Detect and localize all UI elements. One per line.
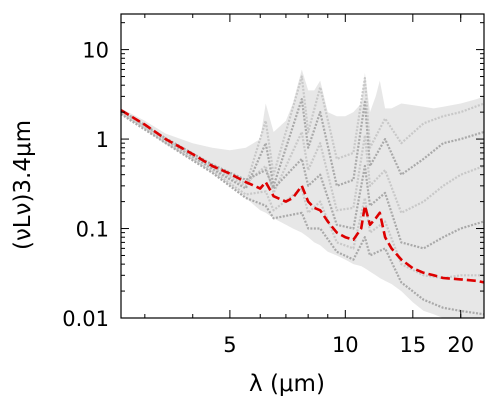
y-axis-title: (νLν)3.4μm <box>10 120 36 250</box>
x-tick-label: 20 <box>447 333 474 357</box>
x-axis-title: λ (μm) <box>249 371 325 397</box>
model-spectrum-trace <box>120 109 485 250</box>
model-spectrum-trace <box>120 113 485 316</box>
y-tick-label: 0.01 <box>62 307 109 331</box>
x-tick-label: 10 <box>332 333 359 357</box>
y-tick-label: 0.1 <box>76 218 109 242</box>
y-axis: 0.01 0.1 1 10 <box>62 22 484 331</box>
model-spectrum-trace <box>120 111 484 280</box>
x-tick-label: 5 <box>223 333 236 357</box>
model-spectrum-trace <box>120 97 485 190</box>
x-axis: 5 10 15 20 <box>144 14 474 357</box>
x-tick-label: 15 <box>399 333 426 357</box>
y-tick-label: 1 <box>96 128 109 152</box>
median-spectrum-line <box>120 109 485 284</box>
median-spectrum <box>120 109 485 284</box>
y-tick-label: 10 <box>82 39 109 63</box>
